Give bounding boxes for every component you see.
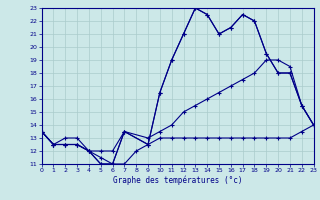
X-axis label: Graphe des températures (°c): Graphe des températures (°c) (113, 176, 242, 185)
